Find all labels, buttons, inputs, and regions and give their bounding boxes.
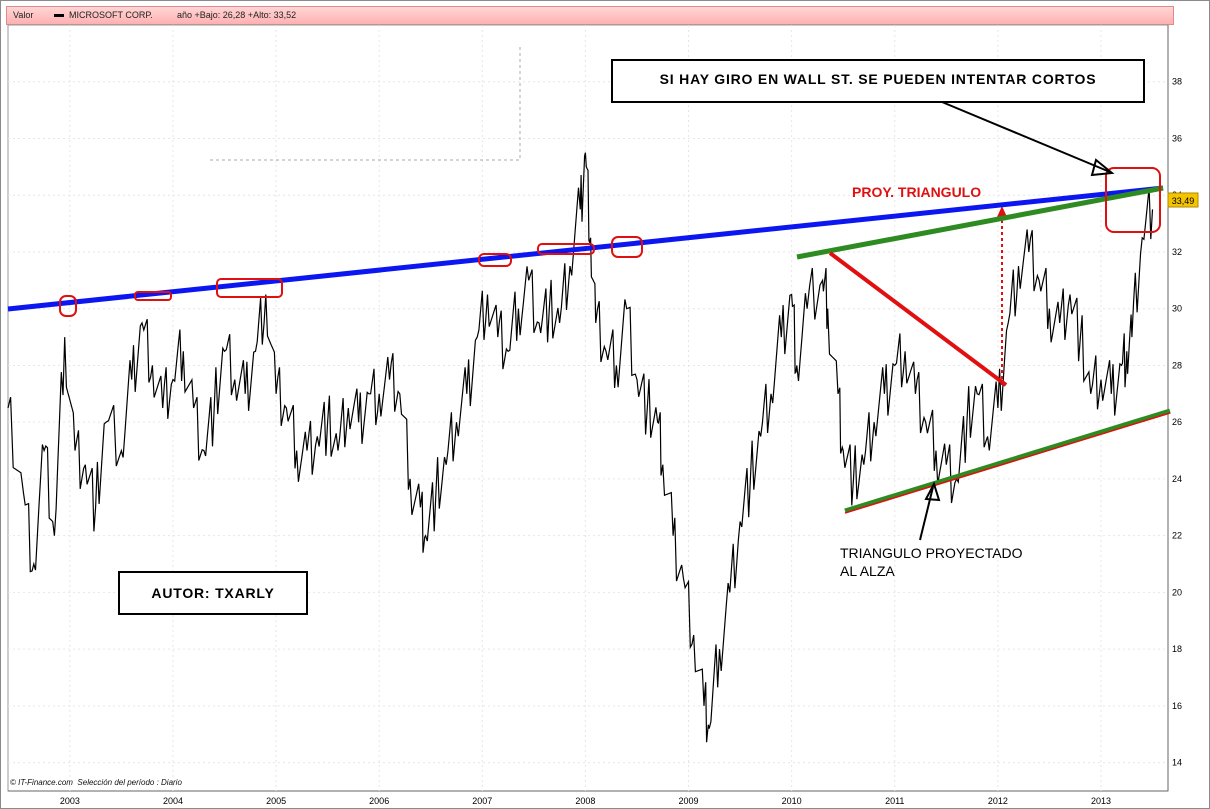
projection-arrowhead: [997, 206, 1007, 217]
footer-source: © IT-Finance.com Selección del período :…: [10, 778, 182, 787]
highlight-oval: [59, 295, 77, 317]
resistance-trendline: [7, 185, 1164, 312]
y-tick-label: 20: [1172, 587, 1182, 597]
callout-arrowhead: [1090, 158, 1115, 177]
triangle-label-line2: AL ALZA: [840, 563, 895, 579]
y-tick-label: 22: [1172, 531, 1182, 541]
author-label: AUTOR: TXARLY: [151, 585, 274, 601]
y-tick-label: 24: [1172, 474, 1182, 484]
x-tick-label: 2004: [163, 796, 183, 806]
x-tick-label: 2006: [369, 796, 389, 806]
triangle-label-line1: TRIANGULO PROYECTADO: [840, 545, 1023, 561]
y-tick-label: 32: [1172, 247, 1182, 257]
y-tick-label: 14: [1172, 758, 1182, 768]
price-series-line: [7, 152, 1154, 743]
series-swatch: [54, 14, 64, 17]
highlight-oval: [478, 253, 512, 267]
x-tick-label: 2007: [472, 796, 492, 806]
y-tick-label: 28: [1172, 360, 1182, 370]
x-tick-label: 2013: [1091, 796, 1111, 806]
triangle-arrow-line: [919, 486, 934, 541]
x-tick-label: 2005: [266, 796, 286, 806]
dotted-reference-line: [210, 45, 521, 161]
highlight-oval: [611, 236, 643, 258]
author-box: [118, 571, 308, 615]
last-price-tag: [1167, 192, 1199, 208]
wall-st-note: SI HAY GIRO EN WALL ST. SE PUEDEN INTENT…: [660, 71, 1097, 87]
x-tick-label: 2010: [782, 796, 802, 806]
triangle-descending-line: [828, 251, 1008, 387]
grid: [8, 25, 1168, 791]
y-tick-label: 18: [1172, 644, 1182, 654]
highlight-oval: [216, 278, 283, 298]
triangle-upper-line: [796, 185, 1164, 260]
triangle-lower-line: [844, 408, 1171, 514]
series-name: MICROSOFT CORP.: [69, 10, 153, 20]
proj-triangle-label: PROY. TRIANGULO: [852, 184, 981, 200]
callout-arrow-line: [941, 101, 1111, 173]
footer-period-text: Selección del período : Diario: [77, 778, 182, 787]
x-tick-label: 2012: [988, 796, 1008, 806]
x-tick-label: 2009: [679, 796, 699, 806]
y-tick-label: 16: [1172, 701, 1182, 711]
highlight-oval: [134, 291, 172, 301]
triangle-lower-red-edge: [844, 412, 1171, 514]
x-tick-label: 2003: [60, 796, 80, 806]
x-tick-labels: 2003 2004 2005 2006 2007 2008 2009 2010 2011 2012…: [60, 796, 1111, 806]
highlight-current-oval: [1105, 167, 1161, 233]
last-price-value: 33,49: [1172, 196, 1195, 206]
x-tick-label: 2011: [885, 796, 904, 806]
y-tick-label: 38: [1172, 77, 1182, 87]
x-tick-label: 2008: [575, 796, 595, 806]
triangle-arrowhead: [924, 481, 941, 502]
y-tick-labels: 14161820222426283032343638: [1172, 77, 1182, 768]
highlight-oval: [537, 243, 595, 255]
y-tick-label: 26: [1172, 417, 1182, 427]
footer-source-text: © IT-Finance.com: [10, 778, 73, 787]
valor-label: Valor: [13, 10, 34, 20]
y-tick-label: 30: [1172, 304, 1182, 314]
header-stats: año +Bajo: 26,28 +Alto: 33,52: [177, 10, 297, 20]
wall-st-note-box: [611, 59, 1145, 103]
y-tick-label: 36: [1172, 133, 1182, 143]
